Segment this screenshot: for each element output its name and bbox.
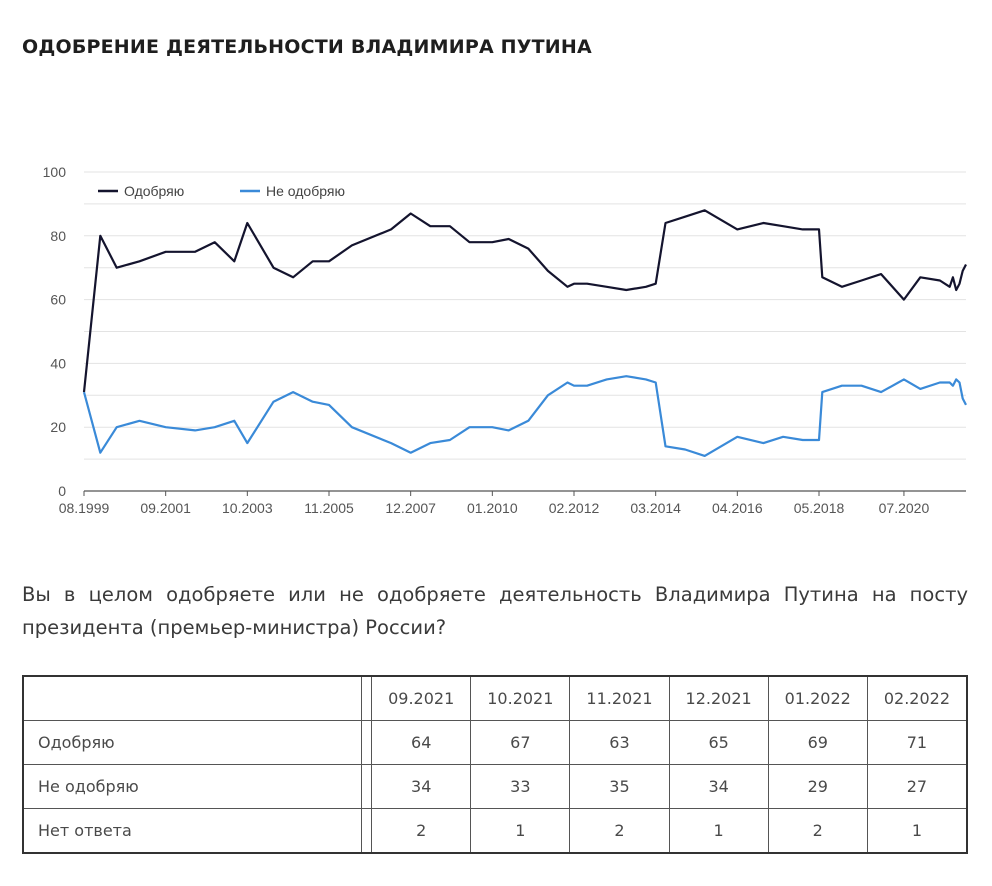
legend-label: Одобряю (124, 183, 184, 199)
column-header: 12.2021 (668, 675, 769, 721)
table-header-row: 09.2021 10.2021 11.2021 12.2021 01.2022 … (22, 675, 968, 721)
table-cell: 34 (371, 764, 472, 809)
table-cell: 2 (767, 808, 868, 854)
table-row: Не одобряю 34 33 35 34 29 27 (22, 764, 968, 809)
chart-gridlines (84, 171, 966, 492)
y-tick-label: 0 (58, 483, 66, 499)
legend-label: Не одобряю (266, 183, 345, 199)
table-cell: 65 (668, 720, 769, 765)
y-tick-label: 100 (43, 164, 67, 180)
y-tick-label: 60 (50, 292, 66, 308)
table-row: Нет ответа 2 1 2 1 2 1 (22, 808, 968, 854)
x-tick-label: 03.2014 (630, 500, 681, 516)
y-tick-label: 80 (50, 228, 66, 244)
table-spacer-cell (361, 808, 373, 854)
column-header: 02.2022 (866, 675, 968, 721)
y-axis-ticks: 0 20 40 60 80 100 (43, 164, 67, 499)
table-cell: 69 (767, 720, 868, 765)
x-tick-label: 01.2010 (467, 500, 518, 516)
row-label: Не одобряю (22, 764, 363, 809)
x-tick-label: 11.2005 (304, 500, 354, 516)
table-cell: 67 (470, 720, 571, 765)
x-tick-label: 10.2003 (222, 500, 273, 516)
column-header: 09.2021 (371, 675, 472, 721)
table-cell: 63 (569, 720, 670, 765)
y-tick-label: 40 (50, 355, 66, 371)
x-tick-label: 02.2012 (549, 500, 600, 516)
table-cell: 2 (371, 808, 472, 854)
table-spacer-cell (361, 675, 373, 721)
table-cell: 1 (668, 808, 769, 854)
approval-line-chart: 0 20 40 60 80 100 08.1999 09.2001 10.2003 11.200… (43, 164, 967, 516)
table-cell: 27 (866, 764, 968, 809)
x-tick-label: 05.2018 (794, 500, 845, 516)
approve-series-line (82, 209, 967, 393)
row-label: Одобряю (22, 720, 363, 765)
chart-legend: Одобряю Не одобряю (98, 183, 345, 199)
table-row: Одобряю 64 67 63 65 69 71 (22, 720, 968, 765)
table-cell: 34 (668, 764, 769, 809)
table-cell: 1 (470, 808, 571, 854)
x-tick-label: 04.2016 (712, 500, 763, 516)
table-cell: 64 (371, 720, 472, 765)
y-tick-label: 20 (50, 419, 66, 435)
page-title: ОДОБРЕНИЕ ДЕЯТЕЛЬНОСТИ ВЛАДИМИРА ПУТИНА (22, 36, 592, 58)
table-cell: 33 (470, 764, 571, 809)
column-header: 01.2022 (767, 675, 868, 721)
disapprove-series-line (82, 375, 967, 457)
table-spacer-cell (361, 720, 373, 765)
x-tick-label: 09.2001 (140, 500, 191, 516)
x-axis-ticks: 08.1999 09.2001 10.2003 11.2005 12.2007 01.20… (59, 491, 930, 516)
x-tick-label: 08.1999 (59, 500, 110, 516)
table-cell: 29 (767, 764, 868, 809)
table-cell: 2 (569, 808, 670, 854)
table-cell: 71 (866, 720, 968, 765)
column-header: 10.2021 (470, 675, 571, 721)
x-tick-label: 12.2007 (385, 500, 436, 516)
results-table: 09.2021 10.2021 11.2021 12.2021 01.2022 … (22, 675, 968, 854)
row-label: Нет ответа (22, 808, 363, 854)
table-cell: 35 (569, 764, 670, 809)
table-corner-cell (22, 675, 363, 721)
table-spacer-cell (361, 764, 373, 809)
column-header: 11.2021 (569, 675, 670, 721)
x-tick-label: 07.2020 (879, 500, 930, 516)
chart-series-lines (82, 209, 967, 457)
survey-question: Вы в целом одобряете или не одобряете де… (22, 583, 968, 639)
table-cell: 1 (866, 808, 968, 854)
